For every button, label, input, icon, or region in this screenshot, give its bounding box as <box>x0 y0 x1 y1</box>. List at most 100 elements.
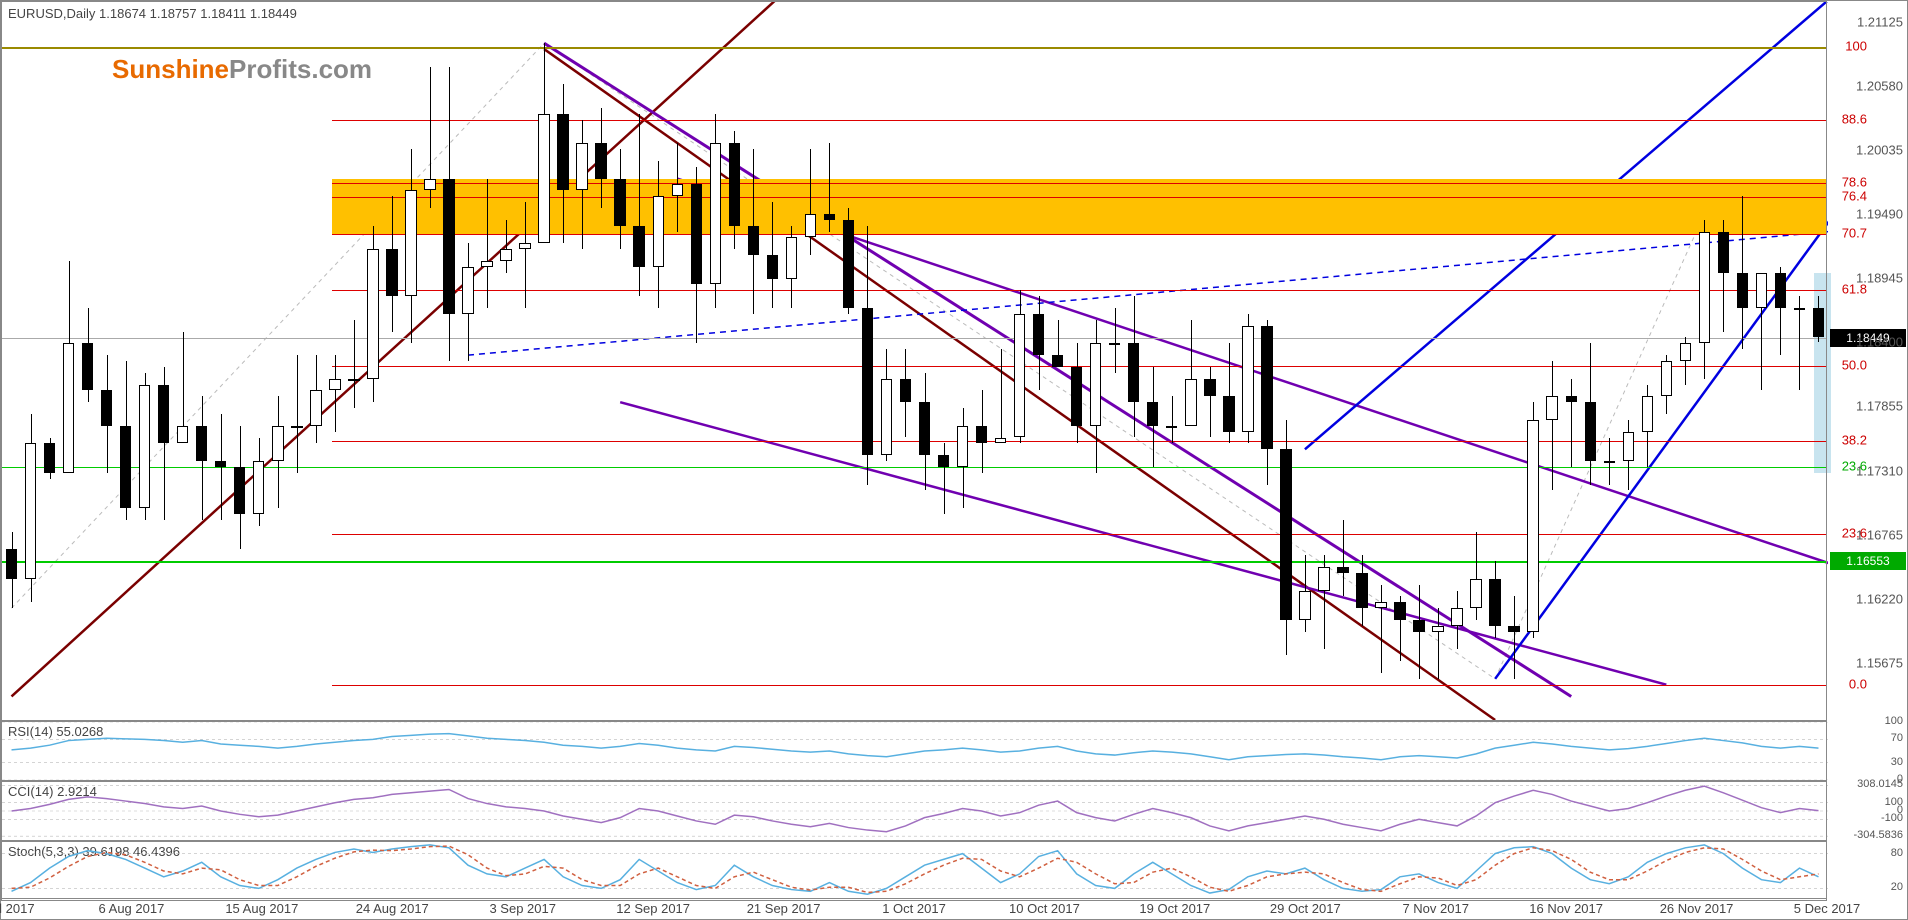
x-tick: 19 Oct 2017 <box>1139 901 1210 916</box>
candle-body <box>310 390 321 425</box>
candle-body <box>158 385 169 444</box>
candle-body <box>1090 343 1101 425</box>
candle-body <box>1489 579 1500 626</box>
x-tick: 3 Sep 2017 <box>489 901 556 916</box>
candle-wick <box>1381 585 1382 673</box>
candle-wick <box>1438 608 1439 679</box>
y-axis: 1.211251.205801.200351.194901.189451.184… <box>1826 1 1907 899</box>
candle-body <box>1318 567 1329 591</box>
candle-body <box>196 426 207 461</box>
ind-tick: 70 <box>1891 732 1903 744</box>
symbol-title: EURUSD,Daily 1.18674 1.18757 1.18411 1.1… <box>8 6 297 21</box>
level-line <box>2 561 1826 563</box>
level-line <box>2 338 1826 339</box>
candle-body <box>1623 432 1634 461</box>
fib-line <box>332 685 1826 686</box>
candle-body <box>348 379 359 381</box>
candle-body <box>6 549 17 578</box>
fib-line <box>332 290 1826 291</box>
fib-line <box>332 534 1826 535</box>
candle-body <box>500 249 511 261</box>
candle-body <box>1375 602 1386 608</box>
candle-body <box>1718 232 1729 273</box>
fib-line <box>332 183 1826 184</box>
candle-body <box>462 267 473 314</box>
candle-body <box>938 455 949 467</box>
candle-body <box>25 443 36 578</box>
candle-body <box>710 143 721 284</box>
candle-body <box>1223 396 1234 431</box>
ind-tick: 308.0145 <box>1857 778 1903 790</box>
x-tick: 5 Dec 2017 <box>1794 901 1861 916</box>
ind-tick: 100 <box>1885 796 1903 808</box>
candle-wick <box>297 355 298 473</box>
cci-panel[interactable]: CCI(14) 2.9214 <box>1 781 1827 841</box>
candle-body <box>1813 308 1824 337</box>
candle-body <box>1432 626 1443 632</box>
trading-chart: EURUSD,Daily 1.18674 1.18757 1.18411 1.1… <box>0 0 1908 920</box>
rsi-panel[interactable]: RSI(14) 55.0268 <box>1 721 1827 781</box>
candle-body <box>691 184 702 284</box>
candle-body <box>976 426 987 444</box>
candle-body <box>1261 326 1272 450</box>
fib-line <box>332 197 1826 198</box>
candle-body <box>1356 573 1367 608</box>
fib-line <box>332 441 1826 442</box>
price-panel[interactable]: EURUSD,Daily 1.18674 1.18757 1.18411 1.1… <box>1 1 1827 721</box>
ind-tick: 30 <box>1891 756 1903 768</box>
candle-body <box>101 390 112 425</box>
candle-body <box>672 184 683 196</box>
candle-body <box>805 214 816 238</box>
candle-body <box>177 426 188 444</box>
fib-line <box>332 234 1826 235</box>
candle-body <box>405 190 416 296</box>
candle-body <box>272 426 283 461</box>
candle-body <box>824 214 835 220</box>
candle-body <box>1585 402 1596 461</box>
rsi-title: RSI(14) 55.0268 <box>8 724 103 739</box>
candle-body <box>1566 396 1577 402</box>
candle-body <box>900 379 911 403</box>
candle-body <box>253 461 264 514</box>
candle-body <box>44 443 55 472</box>
x-tick: 1 Oct 2017 <box>882 901 946 916</box>
price-overlay <box>2 2 1828 720</box>
candle-body <box>557 114 568 191</box>
stoch-panel[interactable]: Stoch(5,3,3) 39.6198 46.4396 <box>1 841 1827 901</box>
fib-label: 50.0 <box>1842 357 1867 372</box>
candle-body <box>633 226 644 267</box>
candle-body <box>367 249 378 378</box>
candle-body <box>424 179 435 191</box>
candle-body <box>1756 273 1767 308</box>
candle-body <box>1242 326 1253 432</box>
candle-body <box>614 179 625 226</box>
fib-line <box>332 120 1826 121</box>
candle-body <box>1280 449 1291 620</box>
candle-body <box>291 426 302 428</box>
candle-wick <box>487 179 488 308</box>
candle-body <box>215 461 226 467</box>
candle-body <box>1166 426 1177 428</box>
candle-body <box>748 226 759 255</box>
candle-wick <box>525 202 526 308</box>
candle-body <box>1470 579 1481 608</box>
candle-wick <box>1761 296 1762 390</box>
candle-body <box>1128 343 1139 402</box>
rsi-overlay <box>2 722 1828 780</box>
fib-label: 61.8 <box>1842 282 1867 297</box>
candle-body <box>1337 567 1348 573</box>
candle-body <box>1147 402 1158 426</box>
candle-body <box>1794 308 1805 310</box>
y-tick: 1.21125 <box>1857 14 1903 29</box>
ind-tick: 80 <box>1891 847 1903 859</box>
candle-wick <box>944 443 945 514</box>
candle-body <box>1299 591 1310 620</box>
candle-body <box>63 343 74 472</box>
cci-overlay <box>2 782 1828 840</box>
candle-body <box>1204 379 1215 397</box>
stoch-title: Stoch(5,3,3) 39.6198 46.4396 <box>8 844 180 859</box>
x-tick: 21 Sep 2017 <box>747 901 821 916</box>
x-tick: 15 Aug 2017 <box>225 901 298 916</box>
candle-body <box>1033 314 1044 355</box>
y-tick: 1.15675 <box>1856 656 1903 671</box>
